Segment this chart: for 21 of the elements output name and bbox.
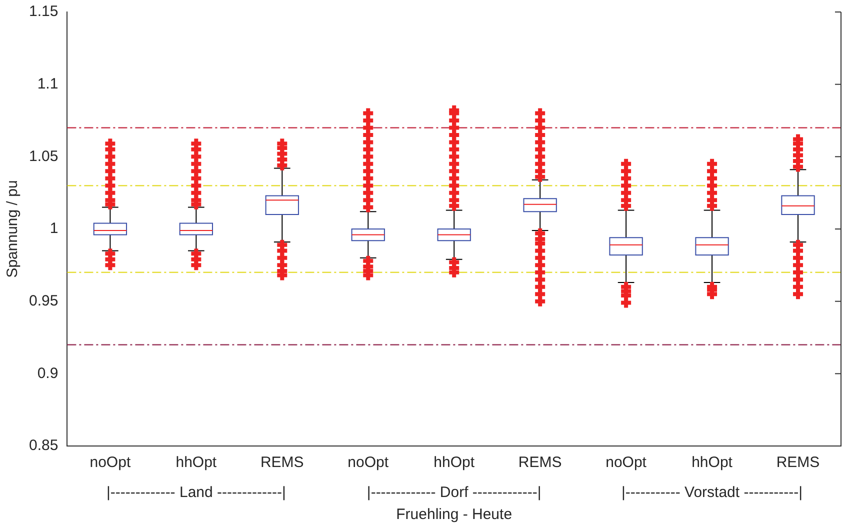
x-axis-title: Fruehling - Heute: [396, 506, 512, 524]
x-tick-label: REMS: [260, 454, 304, 472]
y-tick-label: 0.9: [37, 364, 58, 382]
x-tick-label: noOpt: [606, 454, 648, 472]
text: |------------- Land -------------|: [106, 484, 286, 502]
x-tick-label: hhOpt: [692, 454, 734, 472]
x-tick-label: hhOpt: [176, 454, 218, 472]
x-tick-label: noOpt: [348, 454, 390, 472]
x-tick-label: noOpt: [90, 454, 132, 472]
y-tick-label: 1.1: [37, 75, 58, 92]
y-tick-label: 0.85: [28, 437, 58, 454]
y-tick-label: 1: [50, 220, 58, 238]
x-tick-label: REMS: [776, 454, 820, 472]
y-axis-title: Spannung / pu: [4, 180, 22, 278]
x-tick-label: hhOpt: [434, 454, 476, 472]
y-tick-label: 1.15: [28, 3, 58, 20]
y-tick-label: 1.05: [28, 148, 58, 165]
y-tick-label: 0.95: [28, 292, 58, 310]
x-tick-label: REMS: [518, 454, 562, 472]
text: |------------- Dorf -------------|: [366, 484, 542, 502]
text: |----------- Vorstadt -----------|: [622, 484, 803, 502]
